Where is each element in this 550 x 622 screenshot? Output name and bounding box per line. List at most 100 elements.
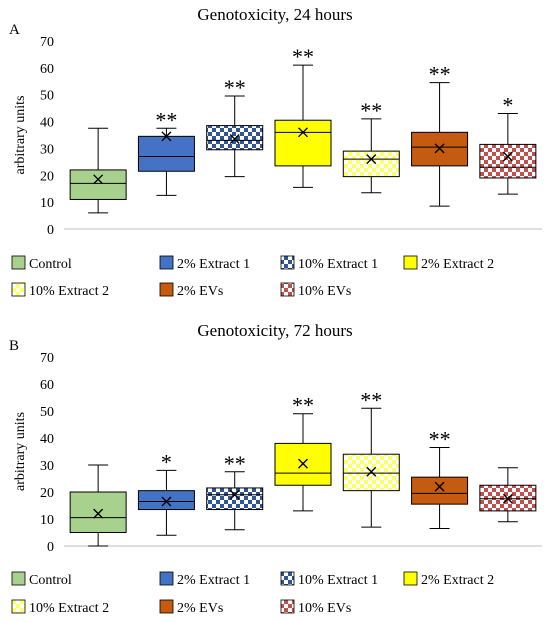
chart-title: Genotoxicity, 72 hours <box>197 321 352 340</box>
significance-label: ** <box>360 387 382 412</box>
legend-item: 2% EVs <box>159 599 223 616</box>
box-iqr <box>206 125 264 151</box>
legend-swatch <box>11 571 26 586</box>
y-tick-label: 30 <box>40 142 54 157</box>
mean-marker <box>298 127 308 138</box>
y-tick-label: 20 <box>40 486 54 501</box>
box-iqr <box>137 135 195 172</box>
legend-swatch <box>280 282 295 297</box>
significance-label: ** <box>224 75 246 100</box>
significance-label: * <box>502 93 513 118</box>
y-tick-label: 50 <box>40 89 54 104</box>
legend-swatch <box>11 255 26 270</box>
legend-label: 10% EVs <box>298 284 351 299</box>
box-2-extract-1: * <box>137 449 195 536</box>
y-tick-label: 10 <box>40 513 54 528</box>
legend-label: 2% EVs <box>177 601 223 616</box>
y-tick-label: 40 <box>40 116 54 131</box>
y-tick-label: 40 <box>40 432 54 447</box>
box-2-extract-2: ** <box>274 393 332 512</box>
legend-label: 2% Extract 1 <box>177 257 250 272</box>
box-10-extract-2: ** <box>342 98 400 194</box>
mean-marker <box>229 134 240 145</box>
mean-marker <box>366 154 377 165</box>
legend-label: 10% EVs <box>298 601 351 616</box>
box-10-extract-1: ** <box>206 75 264 178</box>
legend-item: 10% Extract 1 <box>280 255 378 272</box>
mean-marker <box>298 458 308 469</box>
legend-label: 10% Extract 1 <box>298 257 378 272</box>
y-tick-label: 60 <box>40 378 54 393</box>
legend-swatch <box>280 255 295 270</box>
legend-item: 10% Extract 2 <box>11 282 109 299</box>
y-tick-label: 20 <box>40 169 54 184</box>
legend-label: 2% EVs <box>177 284 223 299</box>
legend-swatch <box>159 282 174 297</box>
legend-item: 10% EVs <box>280 599 351 616</box>
legend-swatch <box>159 571 174 586</box>
legend-swatch <box>159 599 174 614</box>
legend-swatch <box>11 599 26 614</box>
significance-label: ** <box>429 426 451 451</box>
legend-label: 10% Extract 2 <box>29 284 109 299</box>
mean-marker <box>161 131 172 142</box>
box-iqr <box>206 487 264 511</box>
legend-label: Control <box>29 257 72 272</box>
panel-label: B <box>9 338 19 354</box>
significance-label: * <box>161 449 172 474</box>
box-10-extract-2: ** <box>342 387 400 528</box>
legend-item: Control <box>11 571 72 588</box>
significance-label: ** <box>292 393 314 418</box>
legend-item: 10% Extract 1 <box>280 571 378 588</box>
legend-swatch <box>159 255 174 270</box>
y-tick-label: 60 <box>40 62 54 77</box>
legend-label: 10% Extract 2 <box>29 601 109 616</box>
legend-item: 2% Extract 2 <box>403 571 494 588</box>
legend-item: Control <box>11 255 72 272</box>
legend: Control 2% Extract 1 10% Extract 1 2% Extra… <box>11 571 494 616</box>
box-iqr <box>137 490 195 511</box>
legend-item: 10% Extract 2 <box>11 599 109 616</box>
mean-marker <box>93 508 104 519</box>
box-2-extract-1: ** <box>137 107 195 196</box>
box-10-extract-1: ** <box>206 451 264 531</box>
y-tick-label: 30 <box>40 459 54 474</box>
box-2-evs: ** <box>411 426 469 529</box>
legend-item: 2% Extract 1 <box>159 571 250 588</box>
y-tick-label: 70 <box>40 351 54 366</box>
box-iqr <box>69 491 127 533</box>
legend-label: 2% Extract 2 <box>421 257 494 272</box>
box-iqr <box>274 119 332 167</box>
significance-label: ** <box>360 98 382 123</box>
box-iqr <box>479 143 537 179</box>
mean-marker <box>502 493 513 504</box>
legend-label: 2% Extract 1 <box>177 573 250 588</box>
legend-item: 2% EVs <box>159 282 223 299</box>
legend-label: 10% Extract 1 <box>298 573 378 588</box>
y-axis-label: arbitrary units <box>13 96 28 175</box>
y-tick-label: 50 <box>40 405 54 420</box>
box-iqr <box>342 150 400 178</box>
box-10-evs: * <box>479 93 537 195</box>
legend-swatch <box>11 282 26 297</box>
legend-item: 10% EVs <box>280 282 351 299</box>
legend-label: Control <box>29 573 72 588</box>
box-control <box>69 127 127 214</box>
y-tick-label: 70 <box>40 35 54 50</box>
box-2-evs: ** <box>411 62 469 207</box>
significance-label: ** <box>292 44 314 69</box>
mean-marker <box>502 151 513 162</box>
legend-swatch <box>403 255 418 270</box>
box-iqr <box>69 169 127 200</box>
box-2-extract-2: ** <box>274 44 332 188</box>
legend-swatch <box>280 599 295 614</box>
legend-item: 2% Extract 2 <box>403 255 494 272</box>
significance-label: ** <box>224 451 246 476</box>
y-tick-label: 0 <box>47 540 54 555</box>
panel-label: A <box>9 22 20 38</box>
box-10-evs <box>479 467 537 523</box>
mean-marker <box>366 466 377 477</box>
